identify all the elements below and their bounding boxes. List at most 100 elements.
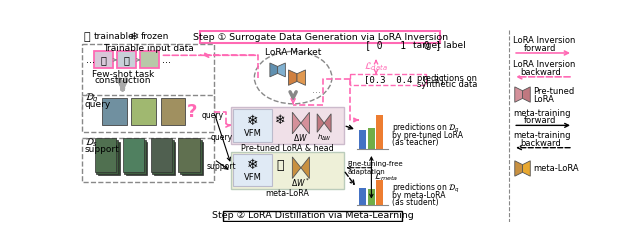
Bar [234, 154, 272, 186]
Text: [0.3  0.4  0.3]: [0.3 0.4 0.3] [364, 75, 445, 84]
Bar [83, 138, 214, 182]
Text: meta-training: meta-training [513, 109, 571, 118]
Text: ❄️: ❄️ [131, 32, 140, 42]
Text: construction: construction [94, 76, 151, 85]
Bar [367, 189, 374, 205]
Bar [351, 74, 426, 85]
Text: 🔥: 🔥 [100, 55, 106, 65]
Text: Fine-tuning-free: Fine-tuning-free [348, 161, 403, 167]
Bar [367, 128, 374, 149]
Text: ...: ... [86, 55, 95, 65]
Text: forward: forward [524, 116, 557, 125]
Text: by meta-LoRA: by meta-LoRA [392, 191, 446, 200]
Text: meta-LoRA: meta-LoRA [533, 164, 579, 173]
Text: Pre-tuned LoRA & head: Pre-tuned LoRA & head [241, 144, 333, 153]
Bar [98, 141, 120, 175]
Text: Trainable input data: Trainable input data [103, 44, 193, 53]
Bar [359, 188, 366, 205]
Bar [102, 98, 127, 125]
Text: predictions on $\mathcal{D}_q$: predictions on $\mathcal{D}_q$ [392, 122, 460, 135]
Text: ...: ... [312, 85, 321, 95]
Text: trainable: trainable [94, 32, 134, 41]
Polygon shape [522, 87, 531, 102]
Bar [223, 211, 402, 221]
Bar [123, 138, 145, 172]
Bar [95, 138, 116, 172]
Text: LoRA Market: LoRA Market [265, 49, 321, 58]
Text: ?: ? [186, 103, 196, 121]
Text: (as teacher): (as teacher) [392, 138, 439, 147]
Bar [96, 140, 118, 174]
Text: Step ① Surrogate Data Generation via LoRA Inversion: Step ① Surrogate Data Generation via LoR… [193, 33, 448, 42]
Bar [94, 52, 113, 68]
Text: ...: ... [163, 55, 172, 65]
Bar [154, 141, 175, 175]
Text: LoRA: LoRA [533, 95, 554, 104]
Text: [ 0   1   0 ]: [ 0 1 0 ] [365, 40, 442, 50]
Bar [200, 31, 440, 43]
Text: adaptation: adaptation [348, 169, 385, 175]
Bar [359, 130, 366, 149]
Text: meta-LoRA: meta-LoRA [266, 189, 309, 198]
Text: synthetic data: synthetic data [417, 80, 477, 89]
Polygon shape [292, 112, 301, 134]
Text: backward: backward [520, 68, 561, 77]
Bar [161, 98, 186, 125]
Text: query: query [211, 133, 233, 142]
Polygon shape [301, 112, 309, 134]
Polygon shape [515, 161, 522, 176]
Text: $\mathcal{L}_{meta}$: $\mathcal{L}_{meta}$ [374, 172, 399, 183]
Polygon shape [317, 114, 324, 132]
Text: $\Delta W^*$: $\Delta W^*$ [291, 176, 310, 188]
Text: support: support [84, 145, 120, 154]
Text: predictions on $\mathcal{D}_q$: predictions on $\mathcal{D}_q$ [392, 182, 460, 195]
Bar [179, 138, 200, 172]
Polygon shape [515, 87, 522, 102]
Text: 🔥: 🔥 [84, 32, 90, 42]
Bar [152, 140, 174, 174]
Bar [180, 140, 202, 174]
Bar [182, 141, 204, 175]
Text: target label: target label [413, 41, 466, 50]
Text: support: support [207, 162, 237, 172]
Polygon shape [297, 70, 305, 85]
Text: 🔥: 🔥 [276, 159, 284, 172]
Bar [231, 107, 344, 144]
Text: $h_{\Delta W}$: $h_{\Delta W}$ [317, 132, 332, 143]
Bar [125, 141, 147, 175]
Text: VFM: VFM [244, 128, 262, 137]
Text: frozen: frozen [141, 32, 170, 41]
Bar [231, 152, 344, 188]
Text: Step ② LoRA Distillation via Meta-Learning: Step ② LoRA Distillation via Meta-Learni… [212, 211, 413, 220]
Polygon shape [301, 157, 309, 179]
Text: query: query [201, 111, 223, 120]
Polygon shape [270, 63, 278, 77]
Polygon shape [289, 70, 297, 85]
Text: LoRA Inversion: LoRA Inversion [513, 60, 575, 69]
Bar [131, 98, 156, 125]
Bar [140, 52, 159, 68]
Text: by pre-tuned LoRA: by pre-tuned LoRA [392, 131, 463, 140]
Text: VFM: VFM [244, 173, 262, 182]
Text: Few-shot task: Few-shot task [92, 70, 154, 79]
Polygon shape [292, 157, 301, 179]
Polygon shape [522, 161, 531, 176]
Bar [376, 181, 383, 205]
Text: $\mathcal{D}_q$: $\mathcal{D}_q$ [84, 92, 99, 105]
Polygon shape [324, 114, 331, 132]
Text: backward: backward [520, 139, 561, 148]
Polygon shape [278, 63, 285, 77]
Bar [376, 115, 383, 149]
Text: LoRA Inversion: LoRA Inversion [513, 36, 575, 45]
Text: query: query [84, 100, 111, 109]
Text: Pre-tuned: Pre-tuned [533, 87, 575, 96]
Text: 🔥: 🔥 [124, 55, 129, 65]
Text: $\mathcal{L}_{data}$: $\mathcal{L}_{data}$ [364, 61, 388, 73]
Text: $\mathcal{D}_s$: $\mathcal{D}_s$ [84, 136, 98, 149]
Text: predictions on: predictions on [417, 74, 477, 83]
Text: forward: forward [524, 44, 557, 53]
Bar [150, 138, 172, 172]
Text: ❄️: ❄️ [247, 114, 259, 128]
Text: ❄️: ❄️ [275, 114, 285, 127]
Text: ❄️: ❄️ [247, 158, 259, 172]
